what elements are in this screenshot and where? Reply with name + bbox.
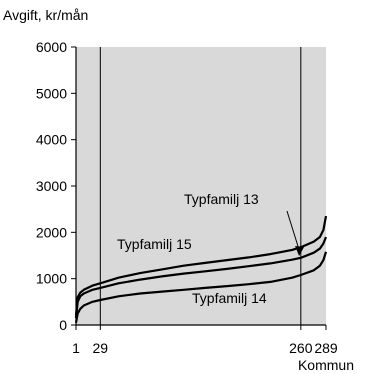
series-line-typfamilj-15 xyxy=(74,236,328,319)
x-tick-label: 260 xyxy=(289,340,313,356)
y-tick-label: 2000 xyxy=(36,224,67,240)
y-tick-label: 3000 xyxy=(36,178,67,194)
annotation-typfamilj-13: Typfamilj 13 xyxy=(184,191,259,207)
annotation-arrow-line xyxy=(286,210,301,254)
annotation-typfamilj-15: Typfamilj 15 xyxy=(117,236,192,252)
series-line-typfamilj-14 xyxy=(74,251,328,323)
annotation-arrow-head xyxy=(295,246,305,256)
y-axis-title: Avgift, kr/mån xyxy=(3,7,88,23)
x-tick-label: 29 xyxy=(93,340,109,356)
plot-area xyxy=(76,47,326,325)
y-tick-label: 6000 xyxy=(36,39,67,55)
annotation-typfamilj-14: Typfamilj 14 xyxy=(192,290,267,306)
y-tick-label: 5000 xyxy=(36,85,67,101)
y-tick-label: 4000 xyxy=(36,132,67,148)
series-line-typfamilj-13 xyxy=(74,215,328,316)
y-tick-label: 0 xyxy=(59,317,67,333)
x-tick-label: 289 xyxy=(314,340,338,356)
y-tick-label: 1000 xyxy=(36,271,67,287)
x-axis-title: Kommun xyxy=(298,357,354,373)
x-tick-label: 1 xyxy=(72,340,80,356)
